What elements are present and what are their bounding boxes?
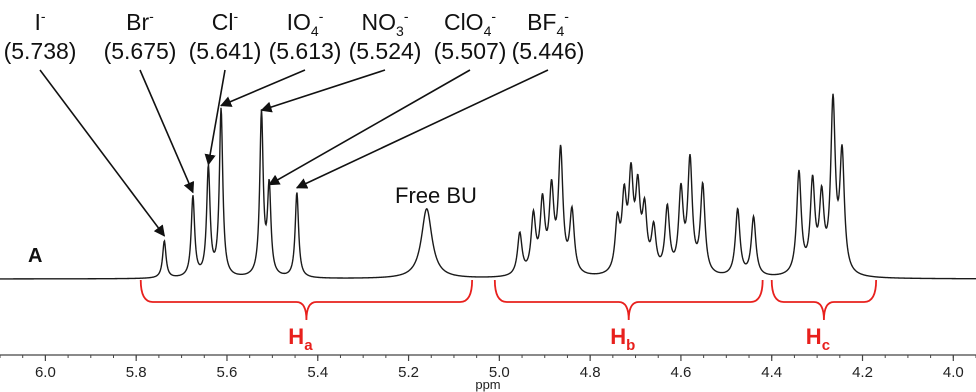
- tick-label: 6.0: [35, 364, 56, 381]
- anion-label: ClO4-: [444, 8, 496, 39]
- shift-label: (5.641): [189, 38, 262, 64]
- tick-label: 5.4: [307, 364, 328, 381]
- tick-label: 4.8: [580, 364, 601, 381]
- arrow-5: [268, 69, 471, 186]
- tick-label: 4.0: [943, 364, 964, 381]
- arrow-1: [139, 69, 195, 194]
- anion-arrows: [39, 69, 549, 237]
- shift-label: (5.613): [269, 38, 342, 64]
- anion-label: I-: [34, 8, 45, 35]
- brace-a: [139, 279, 474, 321]
- tick-label: 4.4: [761, 364, 782, 381]
- shift-label: (5.524): [349, 38, 422, 64]
- region-label-c: Hc: [806, 324, 830, 354]
- region-label-b: Hb: [610, 324, 635, 354]
- arrow-3: [220, 69, 306, 107]
- anion-label: Cl-: [212, 8, 239, 35]
- trace-label: A: [28, 245, 42, 267]
- x-axis-title: ppm: [475, 377, 500, 392]
- anion-label: IO4-: [287, 8, 324, 39]
- tick-label: 5.6: [217, 364, 238, 381]
- arrow-6: [295, 69, 549, 189]
- tick-label: 5.8: [126, 364, 147, 381]
- brace-b: [493, 279, 764, 321]
- arrow-2: [204, 69, 226, 166]
- tick-label: 4.6: [671, 364, 692, 381]
- anion-label: Br-: [126, 8, 154, 35]
- region-label-a: Ha: [288, 324, 313, 354]
- anion-label: NO3-: [362, 8, 409, 39]
- shift-label: (5.675): [104, 38, 177, 64]
- shift-label: (5.446): [512, 38, 585, 64]
- spectrum-trace: [0, 93, 976, 280]
- shift-label: (5.507): [434, 38, 507, 64]
- tick-label: 5.0: [489, 364, 510, 381]
- x-axis: 6.0 5.8 5.6 5.4 5.2 5.0 4.8 4.6 4.4 4.2 4.0: [0, 354, 976, 381]
- tick-label: 4.2: [852, 364, 873, 381]
- anion-label: BF4-: [527, 8, 569, 39]
- arrow-0: [39, 69, 166, 237]
- free-bu-label: Free BU: [395, 183, 477, 208]
- tick-label: 5.2: [398, 364, 419, 381]
- brace-c: [770, 279, 878, 321]
- anion-labels: I- (5.738) Br- (5.675) Cl- (5.641) IO4-(5.613)…: [4, 8, 585, 64]
- region-braces: Ha Hb Hc: [139, 279, 878, 354]
- shift-label: (5.738): [4, 38, 77, 64]
- arrow-4: [260, 69, 386, 113]
